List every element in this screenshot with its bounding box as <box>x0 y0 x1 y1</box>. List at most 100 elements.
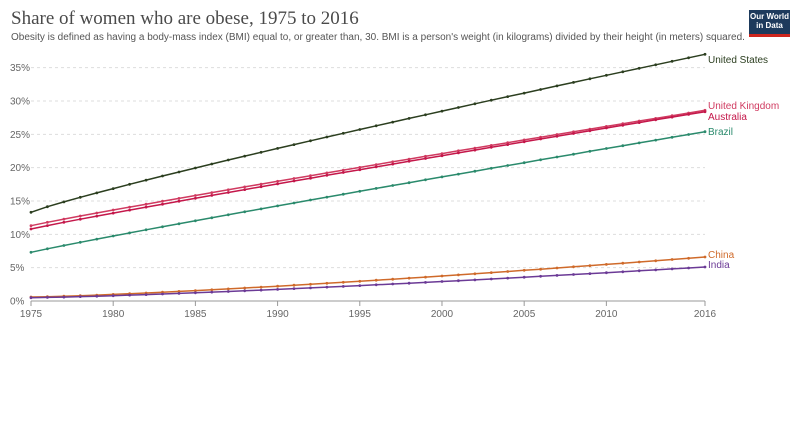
data-point <box>621 123 625 127</box>
data-point <box>539 158 542 162</box>
owid-logo[interactable]: Our World in Data <box>749 10 790 37</box>
data-point <box>588 272 592 275</box>
data-point <box>95 191 99 195</box>
series-label: Brazil <box>708 127 733 138</box>
data-point <box>522 140 526 144</box>
data-point <box>621 144 625 148</box>
data-point <box>161 292 164 296</box>
data-point <box>292 287 296 290</box>
data-point <box>506 143 510 147</box>
data-point <box>78 195 82 199</box>
data-point <box>259 185 263 189</box>
data-point <box>210 194 214 197</box>
data-point <box>29 210 33 214</box>
data-point <box>226 188 230 192</box>
data-point <box>177 290 181 293</box>
data-point <box>177 292 181 295</box>
data-point <box>309 139 312 143</box>
data-point <box>177 199 181 203</box>
data-point <box>654 268 658 272</box>
data-point <box>276 182 279 186</box>
data-point <box>144 202 148 206</box>
data-point <box>276 204 279 208</box>
data-point <box>391 160 395 164</box>
data-point <box>489 166 493 170</box>
data-point <box>341 192 345 196</box>
data-point <box>243 185 247 189</box>
data-point <box>637 269 641 273</box>
data-point <box>259 150 263 154</box>
data-point <box>177 170 181 174</box>
data-point <box>703 52 707 56</box>
data-point <box>670 59 674 63</box>
data-point <box>440 109 444 113</box>
data-point <box>391 282 395 286</box>
data-point <box>210 191 214 195</box>
data-point <box>194 289 197 292</box>
data-point <box>522 91 526 95</box>
data-point <box>243 289 247 293</box>
data-point <box>111 208 115 212</box>
data-point <box>358 279 362 283</box>
logo-line-2: in Data <box>756 21 783 30</box>
data-point <box>341 168 345 172</box>
data-point <box>440 274 444 278</box>
data-point <box>161 199 164 203</box>
data-point <box>341 171 345 174</box>
data-point <box>424 178 427 182</box>
data-point <box>457 151 460 155</box>
series-line <box>30 110 706 230</box>
y-tick-label: 5% <box>10 263 25 274</box>
data-point <box>572 265 575 269</box>
data-point <box>243 286 247 290</box>
data-point <box>605 73 608 77</box>
series-line <box>30 256 706 298</box>
data-point <box>506 95 510 98</box>
data-point <box>407 159 411 163</box>
data-point <box>457 279 460 283</box>
data-point <box>391 184 395 187</box>
data-point <box>572 273 575 276</box>
data-point <box>62 220 66 224</box>
data-point <box>177 222 181 226</box>
data-point <box>457 172 460 176</box>
data-point <box>522 275 526 279</box>
data-point <box>374 165 378 169</box>
data-point <box>637 141 641 145</box>
data-point <box>637 260 641 264</box>
data-point <box>226 287 230 291</box>
data-point <box>243 188 247 192</box>
data-point <box>111 211 115 215</box>
data-point <box>29 296 33 300</box>
data-point <box>144 293 148 296</box>
x-tick-label: 1990 <box>266 309 289 320</box>
series-line <box>30 53 706 214</box>
data-point <box>588 129 592 133</box>
data-point <box>226 213 230 217</box>
y-tick-label: 20% <box>10 163 30 174</box>
data-point <box>144 228 148 232</box>
data-point <box>243 210 247 214</box>
data-point <box>374 163 378 167</box>
x-tick-label: 2016 <box>694 309 717 320</box>
data-point <box>341 280 345 284</box>
data-point <box>128 182 132 186</box>
data-point <box>489 271 493 274</box>
data-point <box>78 240 82 244</box>
data-point <box>457 106 460 109</box>
data-point <box>46 224 49 228</box>
x-tick-label: 1995 <box>349 309 372 320</box>
data-point <box>374 278 378 282</box>
data-point <box>194 291 197 295</box>
data-point <box>489 98 493 102</box>
data-point <box>670 115 674 119</box>
data-point <box>292 283 296 287</box>
data-point <box>555 266 559 270</box>
data-point <box>637 66 641 70</box>
data-point <box>424 157 427 160</box>
data-point <box>226 158 230 162</box>
data-point <box>226 191 230 194</box>
data-point <box>489 145 493 149</box>
data-point <box>621 261 625 265</box>
data-point <box>539 137 542 141</box>
